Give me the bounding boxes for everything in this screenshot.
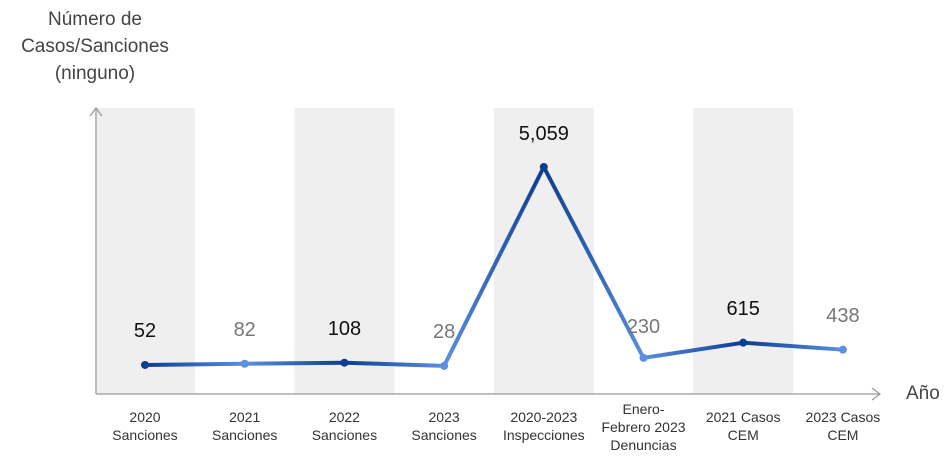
data-label: 108 — [327, 317, 362, 340]
x-tick-label-line: 2020-2023 — [510, 409, 578, 425]
y-axis-title: Número de Casos/Sanciones (ninguno) — [0, 6, 190, 87]
category-band — [693, 108, 794, 394]
data-point — [240, 359, 249, 368]
x-axis-arrow — [871, 387, 881, 401]
x-tick-label-line: CEM — [727, 427, 759, 443]
x-tick-label-line: 2021 Casos — [705, 409, 781, 425]
data-point — [141, 360, 149, 369]
category-band — [493, 108, 594, 394]
data-label: 5,059 — [518, 123, 569, 145]
x-tick-label-line: 2021 — [229, 409, 261, 425]
series-line-segment — [342, 360, 447, 368]
data-point — [340, 358, 349, 367]
data-label: 82 — [233, 318, 256, 341]
series-line-segment — [641, 340, 746, 360]
x-tick-label: 2021 Sanciones — [195, 408, 295, 444]
x-tick-label-line: 2022 — [328, 409, 360, 425]
data-label: 615 — [726, 297, 760, 320]
x-tick-label: 2022 Sanciones — [294, 408, 394, 444]
series-line-segment — [442, 165, 546, 368]
series-line-segment — [242, 360, 347, 366]
x-tick-label-line: Sanciones — [311, 427, 378, 443]
category-band — [294, 108, 395, 394]
x-tick-label-line: 2023 — [428, 409, 460, 425]
x-tick-label-line: Denuncias — [610, 437, 677, 453]
data-label: 52 — [133, 319, 157, 342]
x-tick-label-line: Sanciones — [411, 427, 477, 443]
x-tick-label-line: CEM — [827, 427, 859, 443]
x-tick-label-line: Febrero 2023 — [601, 419, 686, 435]
x-tick-label-line: Sanciones — [112, 427, 178, 443]
y-axis-title-line-3: (ninguno) — [54, 63, 136, 84]
y-axis-arrow — [89, 107, 103, 117]
x-tick-label-line: 2023 Casos — [805, 409, 881, 425]
x-tick-label-line: Inspecciones — [502, 427, 585, 443]
data-label: 230 — [626, 315, 661, 338]
data-label: 438 — [826, 304, 860, 327]
category-band — [95, 108, 195, 394]
series-line-segment — [741, 340, 845, 352]
data-point — [440, 361, 449, 370]
x-tick-label: 2020-2023 Inspecciones — [494, 408, 594, 444]
x-tick-label: 2023 Sanciones — [394, 408, 494, 444]
data-point — [639, 353, 648, 362]
data-point — [739, 338, 748, 347]
x-tick-label-line: Enero- — [622, 401, 665, 417]
data-point — [838, 345, 847, 354]
series-line-segment — [143, 361, 247, 367]
x-axis-title: Año — [906, 383, 940, 404]
x-tick-label: 2023 Casos CEM — [793, 408, 893, 444]
x-tick-label: 2020 Sanciones — [95, 408, 195, 444]
y-axis-title-line-2: Casos/Sanciones — [21, 36, 169, 57]
series-line-segment — [541, 165, 646, 360]
data-label: 28 — [432, 320, 456, 343]
x-tick-label-line: 2020 — [129, 409, 161, 425]
x-tick-label: 2021 Casos CEM — [693, 408, 793, 444]
x-tick-label-line: Sanciones — [211, 427, 278, 443]
x-tick-label: Enero- Febrero 2023 Denuncias — [594, 400, 694, 454]
y-axis-title-line-1: Número de — [48, 9, 142, 30]
data-point — [539, 163, 548, 171]
